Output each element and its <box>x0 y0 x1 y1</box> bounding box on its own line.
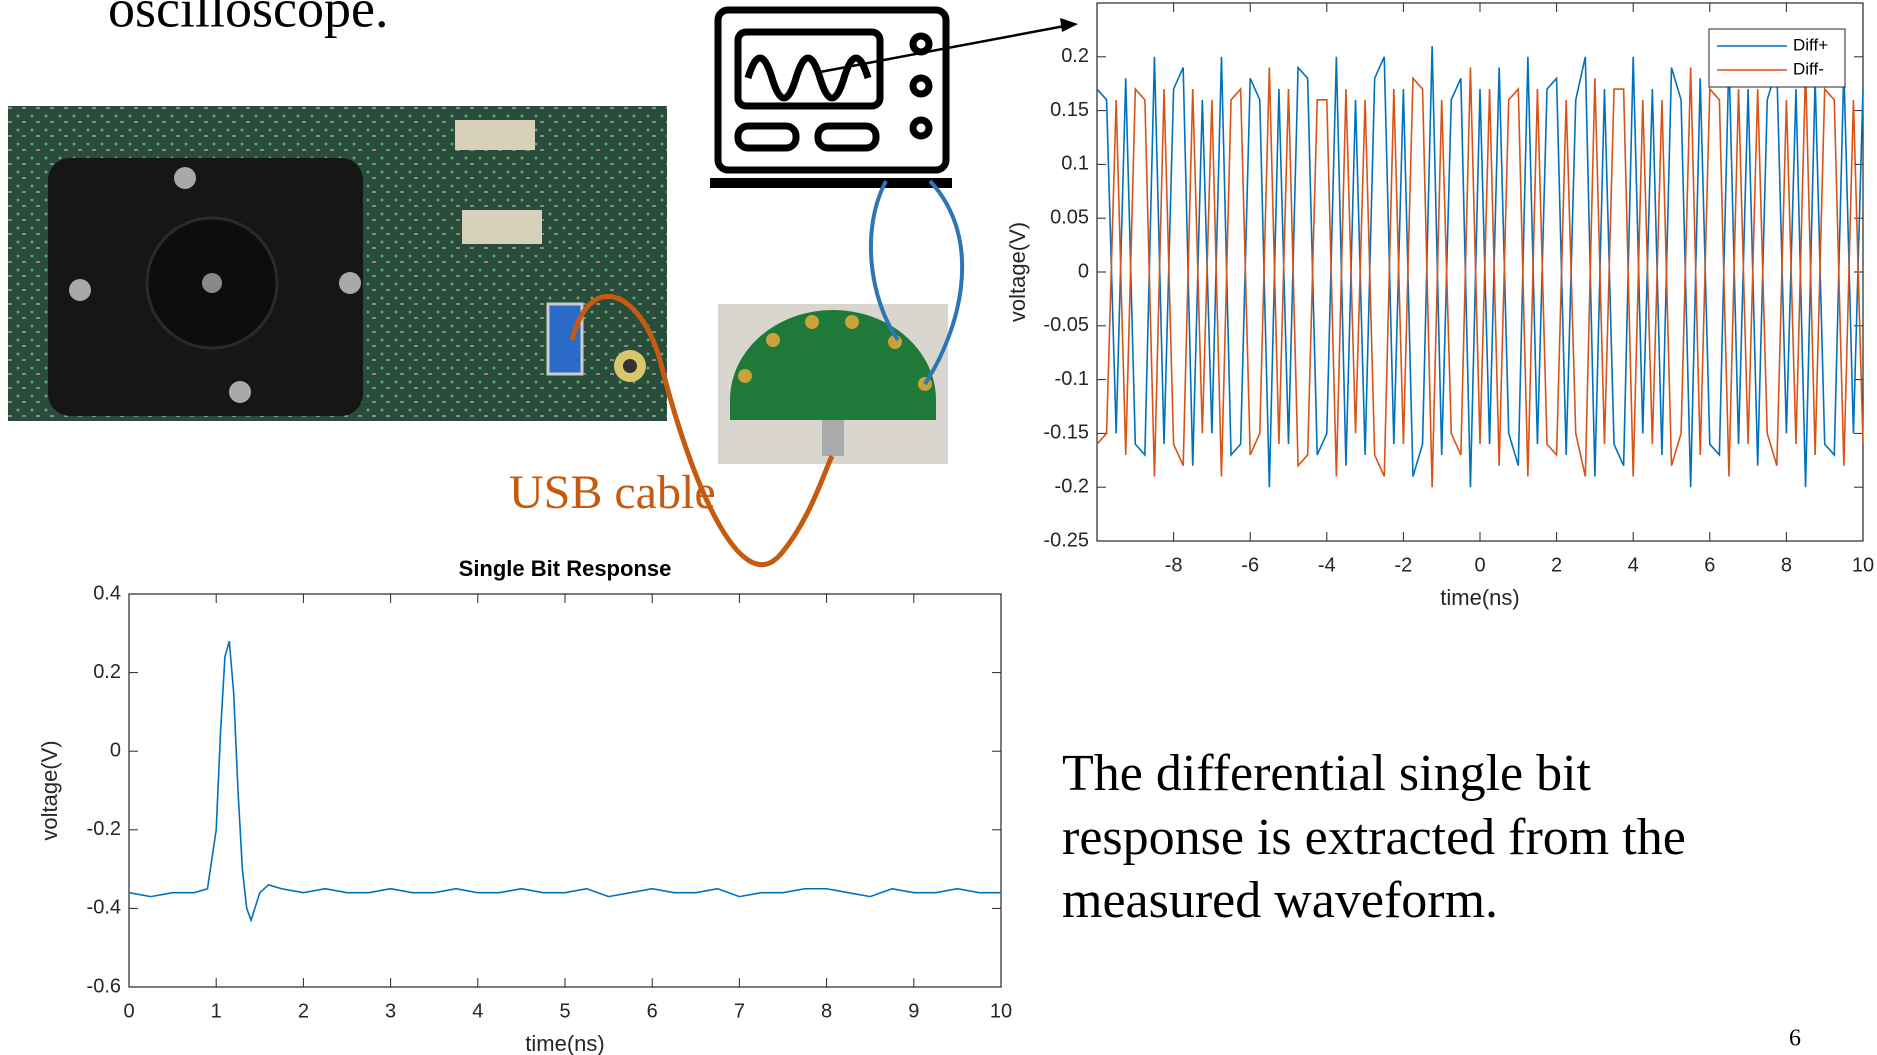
legend-label: Diff+ <box>1793 35 1828 54</box>
y-tick-label: 0.4 <box>93 582 121 604</box>
x-tick-label: 8 <box>821 1000 832 1022</box>
data-line <box>1096 67 1864 488</box>
y-tick-label: 0.2 <box>1061 45 1089 67</box>
x-tick-label: 6 <box>647 1000 658 1022</box>
cable-label: USB cable <box>509 466 716 519</box>
x-tick-label: 4 <box>472 1000 483 1022</box>
y-tick-label: 0.1 <box>1061 153 1089 175</box>
x-axis-label: time(ns) <box>1440 585 1519 610</box>
heading-fragment: oscilloscope. <box>108 0 388 38</box>
caption-line: The differential single bit <box>1062 745 1592 802</box>
y-tick-label: -0.2 <box>1055 475 1089 497</box>
x-tick-label: 3 <box>385 1000 396 1022</box>
plot-area <box>128 593 1002 988</box>
y-tick-label: -0.2 <box>87 818 121 840</box>
y-tick-label: 0.2 <box>93 661 121 683</box>
chart-title: Single Bit Response <box>459 556 672 581</box>
board-photo <box>8 106 667 421</box>
y-tick-label: -0.6 <box>87 975 121 997</box>
x-tick-label: 6 <box>1704 554 1715 576</box>
x-tick-label: -4 <box>1318 554 1336 576</box>
x-tick-label: 8 <box>1781 554 1792 576</box>
usb-cable <box>569 294 835 568</box>
y-tick-label: 0 <box>1078 260 1089 282</box>
x-tick-label: 9 <box>908 1000 919 1022</box>
probe-board-photo <box>718 304 948 464</box>
y-tick-label: 0.15 <box>1050 99 1089 121</box>
x-tick-label: 7 <box>734 1000 745 1022</box>
x-tick-label: 10 <box>1852 554 1874 576</box>
probe-cable <box>923 179 965 386</box>
x-tick-label: 0 <box>123 1000 134 1022</box>
x-tick-label: -8 <box>1165 554 1183 576</box>
y-tick-label: -0.4 <box>87 897 121 919</box>
y-tick-label: -0.15 <box>1043 422 1089 444</box>
arrow-head <box>1060 18 1078 32</box>
data-line <box>128 640 1001 923</box>
y-tick-label: -0.1 <box>1055 368 1089 390</box>
y-tick-label: 0 <box>110 739 121 761</box>
x-tick-label: 5 <box>559 1000 570 1022</box>
y-tick-label: 0.05 <box>1050 206 1089 228</box>
x-tick-label: 4 <box>1628 554 1639 576</box>
y-axis-label: voltage(V) <box>1005 222 1030 322</box>
y-tick-label: -0.25 <box>1043 529 1089 551</box>
x-axis-label: time(ns) <box>525 1031 604 1055</box>
page-number: 6 <box>1789 1026 1801 1052</box>
y-tick-label: -0.05 <box>1043 314 1089 336</box>
legend-box <box>1708 28 1846 88</box>
legend-label: Diff- <box>1793 59 1824 78</box>
x-tick-label: 2 <box>1551 554 1562 576</box>
caption-line: response is extracted from the <box>1062 809 1686 866</box>
x-tick-label: 2 <box>298 1000 309 1022</box>
x-tick-label: 1 <box>211 1000 222 1022</box>
x-tick-label: 0 <box>1474 554 1485 576</box>
data-line <box>1096 46 1864 488</box>
caption-line: measured waveform. <box>1062 872 1498 929</box>
x-tick-label: -2 <box>1395 554 1413 576</box>
x-tick-label: -6 <box>1241 554 1259 576</box>
arrow <box>819 23 1071 74</box>
oscilloscope-icon <box>710 6 952 188</box>
y-axis-label: voltage(V) <box>37 740 62 840</box>
x-tick-label: 10 <box>990 1000 1012 1022</box>
probe-cable <box>868 180 900 342</box>
